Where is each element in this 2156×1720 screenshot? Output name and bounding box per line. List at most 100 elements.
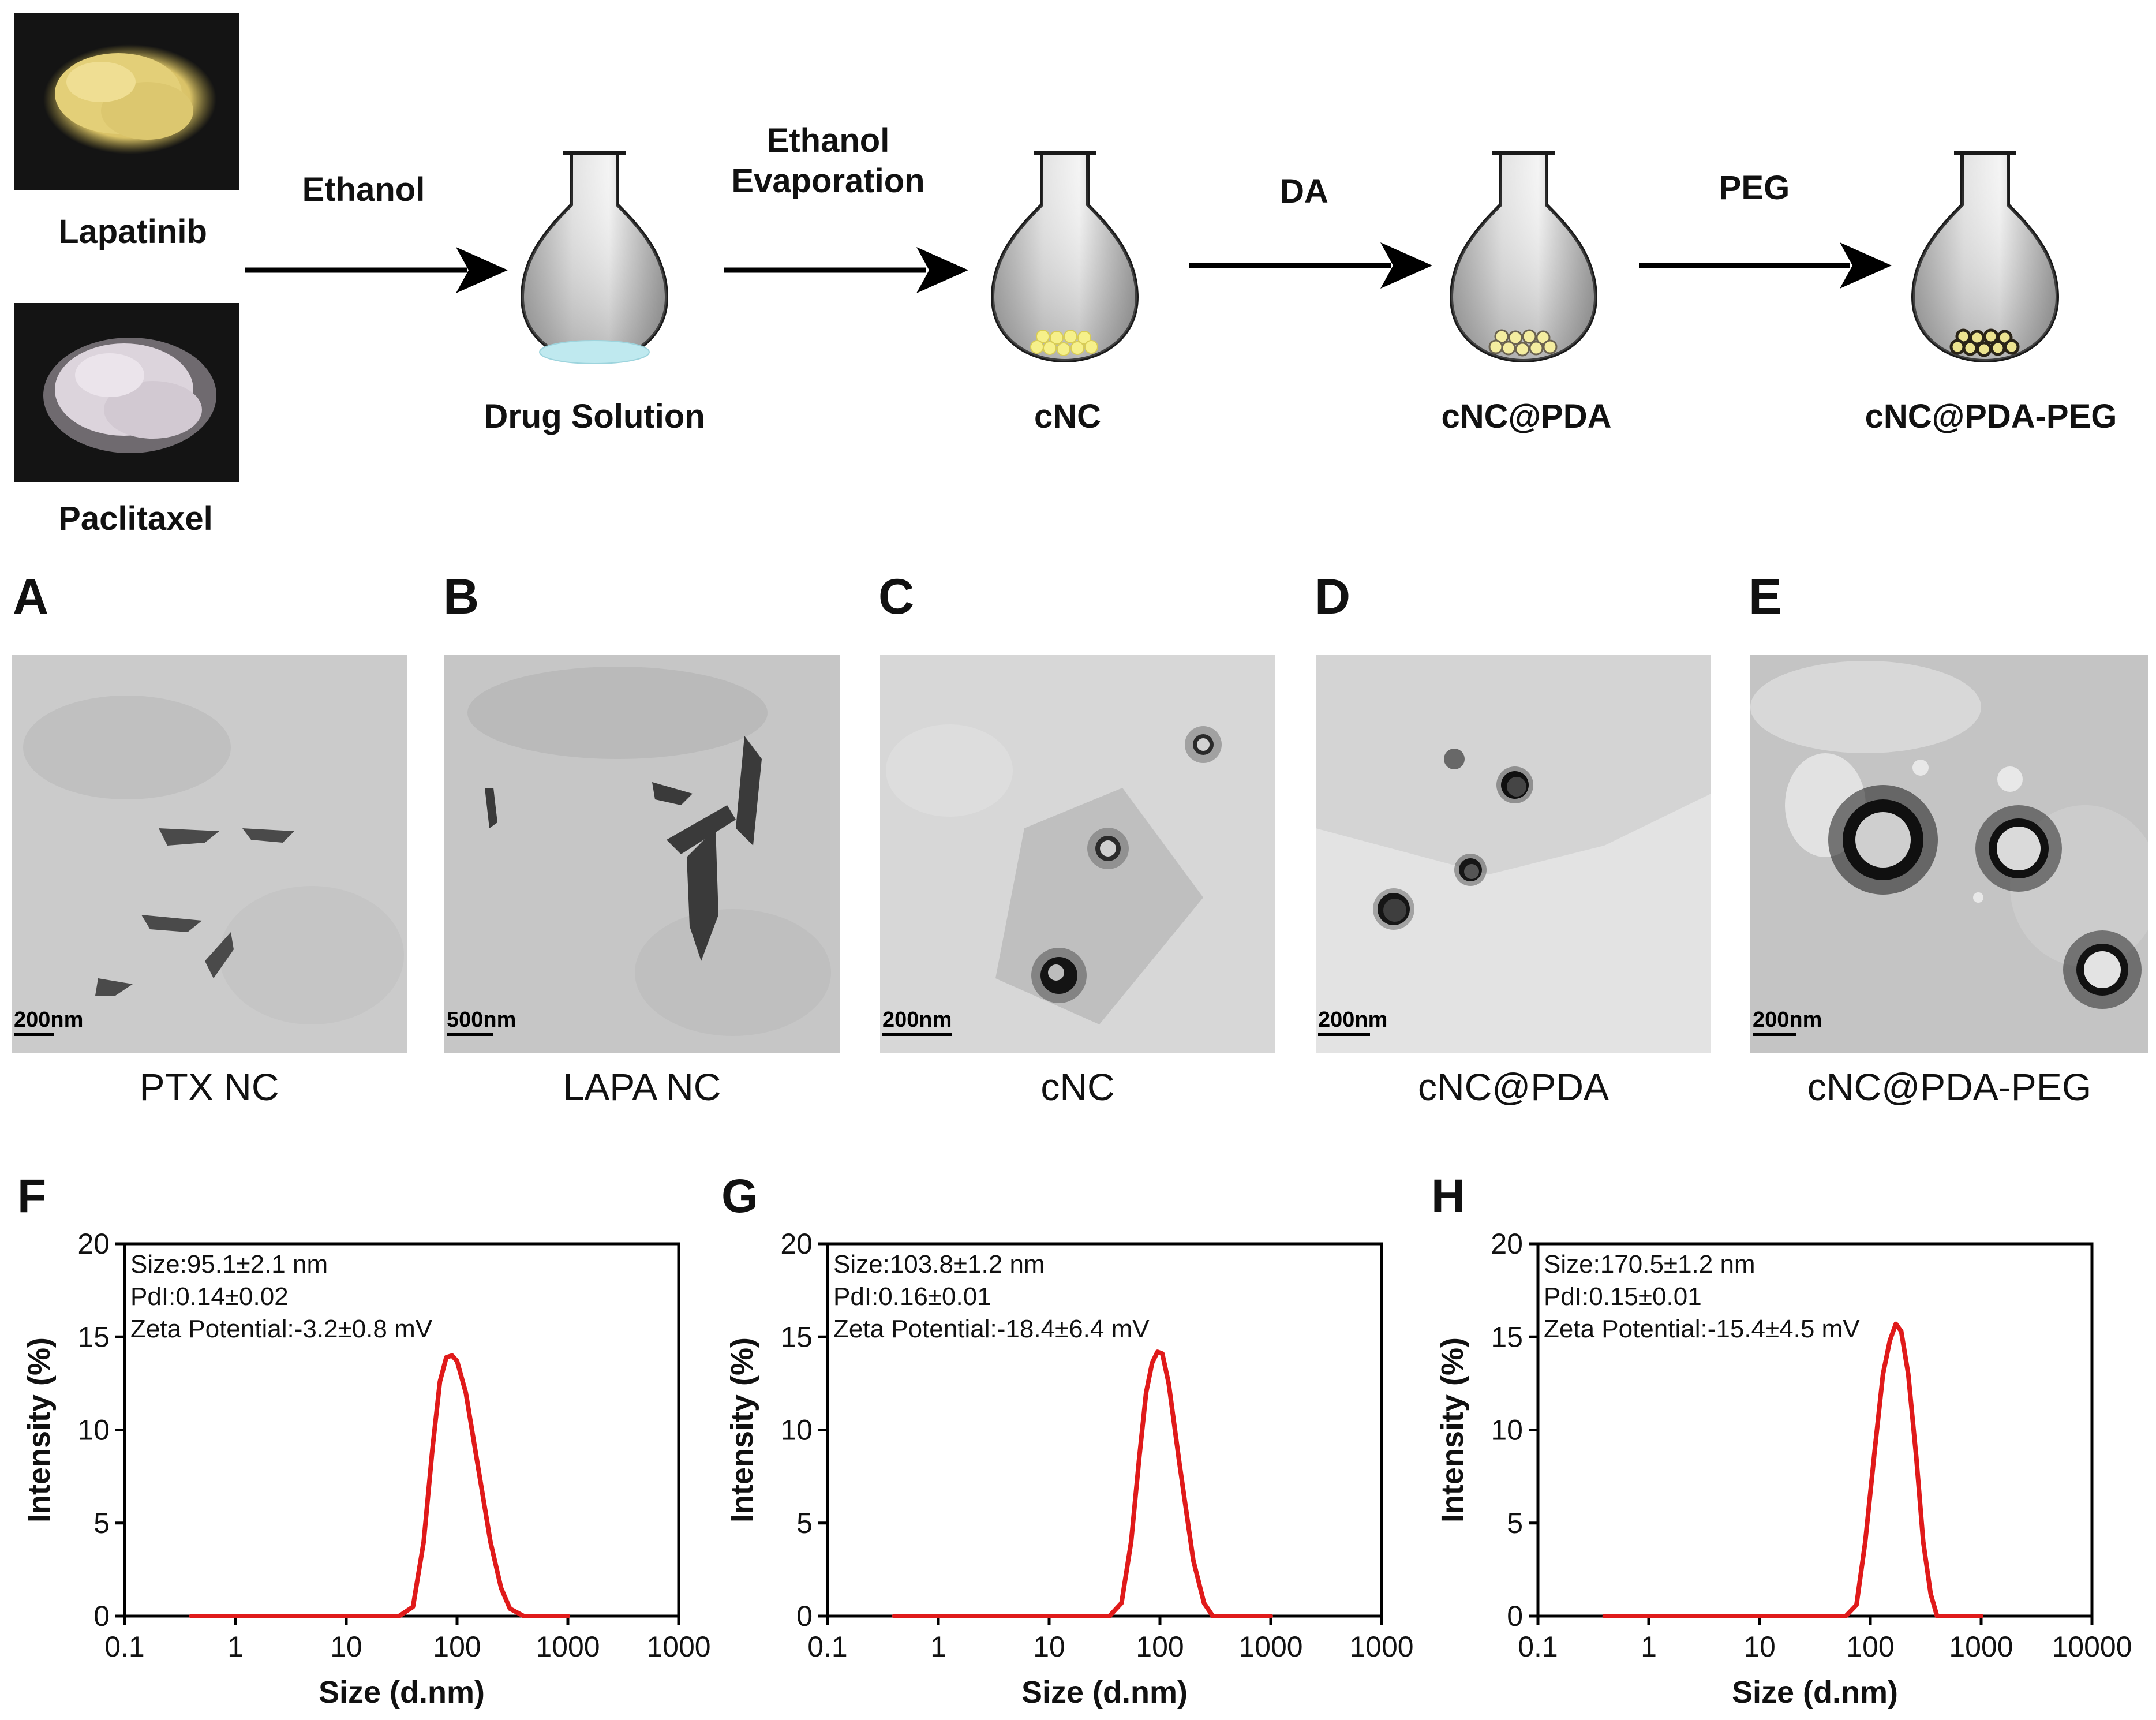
flask-cnc-pda-peg [1913, 153, 2057, 361]
x-tick-label: 1 [1641, 1631, 1657, 1663]
scale-label-d: 200nm [1318, 1008, 1388, 1032]
arrow-label-ethanol-evaporation-2: Evaporation [731, 162, 925, 200]
arrow-2-head [916, 247, 968, 293]
scale-label-a: 200nm [14, 1008, 84, 1032]
scale-bar-e [1753, 1033, 1796, 1036]
y-tick-label: 10 [1491, 1414, 1523, 1446]
x-tick-label: 1 [930, 1631, 946, 1663]
lapatinib-photo [14, 13, 239, 190]
arrow-label-peg: PEG [1719, 169, 1790, 207]
arrow-label-ethanol-evaporation-1: Ethanol [766, 122, 890, 159]
panel-letter-g: G [721, 1170, 758, 1222]
flask-label-cnc-pda-peg: cNC@PDA-PEG [1865, 398, 2117, 435]
x-tick-label: 1000 [1949, 1631, 2013, 1663]
tem-image-cnc: 200nm [880, 655, 1275, 1053]
x-tick-label: 10 [1743, 1631, 1776, 1663]
chart-g: G 0 5 10 15 20 0.1 1 10 100 1000 1000 Size (d.nm) Int… [721, 1170, 1414, 1710]
y-tick-label: 5 [1507, 1507, 1523, 1539]
scale-label-c: 200nm [882, 1008, 952, 1032]
x-tick-label: 1 [227, 1631, 244, 1663]
arrow-label-da: DA [1280, 173, 1328, 210]
annotation: Zeta Potential:-18.4±6.4 mV [833, 1315, 1150, 1343]
caption-lapa-nc: LAPA NC [563, 1065, 721, 1108]
y-tick-label: 20 [1491, 1228, 1523, 1260]
paclitaxel-powder-image [43, 338, 216, 453]
annotation: Size:103.8±1.2 nm [833, 1250, 1045, 1278]
caption-cnc-pda: cNC@PDA [1417, 1065, 1609, 1108]
panel-letter-c: C [878, 569, 915, 625]
lapatinib-powder-image [43, 44, 216, 154]
caption-cnc-pda-peg: cNC@PDA-PEG [1807, 1065, 2092, 1108]
x-axis-label: Size (d.nm) [1732, 1675, 1898, 1710]
x-tick-label: 10000 [2052, 1631, 2132, 1663]
annotation: Zeta Potential:-3.2±0.8 mV [130, 1315, 433, 1343]
y-tick-label: 0 [796, 1600, 813, 1632]
arrow-3-head [1380, 242, 1432, 289]
scale-bar-a [14, 1033, 54, 1036]
x-tick-label: 1000 [1349, 1631, 1413, 1663]
annotation: PdI:0.14±0.02 [130, 1282, 289, 1311]
series-line [189, 1353, 570, 1618]
flask-label-cnc: cNC [1034, 398, 1102, 435]
tem-image-ptx-nc: 200nm [12, 655, 407, 1053]
flask-cnc [993, 153, 1137, 361]
caption-ptx-nc: PTX NC [139, 1065, 279, 1108]
annotation: Size:95.1±2.1 nm [130, 1250, 328, 1278]
y-tick-label: 0 [1507, 1600, 1523, 1632]
tem-micrograph-c [880, 655, 1275, 1053]
paclitaxel-photo [14, 303, 239, 482]
flask-cnc-pda [1451, 153, 1596, 361]
panel-letter-e: E [1749, 569, 1782, 625]
x-tick-label: 1000 [1238, 1631, 1302, 1663]
flasks [0, 0, 2156, 364]
x-tick-label: 10 [330, 1631, 362, 1663]
y-tick-label: 20 [77, 1228, 110, 1260]
arrow-1-head [456, 247, 508, 293]
tem-image-cnc-pda: 200nm [1316, 655, 1711, 1053]
scale-bar-b [447, 1033, 493, 1036]
panel-letter-d: D [1315, 569, 1351, 625]
x-tick-label: 1000 [646, 1631, 710, 1663]
flask-label-cnc-pda: cNC@PDA [1441, 398, 1612, 435]
annotation: PdI:0.16±0.01 [833, 1282, 991, 1311]
y-tick-label: 15 [77, 1321, 110, 1353]
y-axis-label: Intensity (%) [22, 1337, 57, 1523]
annotation: PdI:0.15±0.01 [1544, 1282, 1702, 1311]
tem-image-lapa-nc: 500nm [444, 655, 840, 1053]
paclitaxel-label: Paclitaxel [58, 500, 213, 537]
flask-label-drug-solution: Drug Solution [484, 398, 705, 435]
tem-image-cnc-pda-peg: 200nm [1750, 655, 2148, 1053]
scale-label-e: 200nm [1753, 1008, 1822, 1032]
lapatinib-label: Lapatinib [58, 213, 207, 250]
tem-micrograph-a [12, 655, 407, 1053]
x-tick-label: 100 [433, 1631, 481, 1663]
y-tick-label: 5 [93, 1507, 110, 1539]
series-line [1602, 1321, 1983, 1618]
y-tick-label: 5 [796, 1507, 813, 1539]
y-tick-label: 20 [780, 1228, 813, 1260]
x-tick-label: 1000 [536, 1631, 600, 1663]
y-axis-label: Intensity (%) [725, 1337, 759, 1523]
y-axis-label: Intensity (%) [1435, 1337, 1470, 1523]
panel-letter-h: H [1431, 1170, 1465, 1222]
scale-bar-c [882, 1033, 952, 1036]
y-tick-label: 15 [1491, 1321, 1523, 1353]
scale-label-b: 500nm [447, 1008, 516, 1032]
panel-letter-a: A [13, 569, 49, 625]
scale-bar-d [1318, 1033, 1370, 1036]
arrow-label-ethanol: Ethanol [302, 171, 425, 208]
x-axis-label: Size (d.nm) [1021, 1675, 1188, 1710]
arrow-4-head [1840, 242, 1892, 289]
x-tick-label: 10 [1033, 1631, 1065, 1663]
chart-f: F 0 5 10 15 20 0.1 1 10 100 1000 1000 Size (d.nm) Int… [17, 1170, 711, 1710]
x-tick-label: 0.1 [104, 1631, 145, 1663]
series-line [892, 1349, 1273, 1618]
annotation: Zeta Potential:-15.4±4.5 mV [1544, 1315, 1860, 1343]
annotation: Size:170.5±1.2 nm [1544, 1250, 1756, 1278]
y-tick-label: 10 [77, 1414, 110, 1446]
tem-micrograph-d [1316, 655, 1711, 1053]
tem-micrograph-e [1750, 655, 2148, 1053]
tem-micrograph-b [444, 655, 840, 1053]
x-tick-label: 0.1 [1518, 1631, 1558, 1663]
